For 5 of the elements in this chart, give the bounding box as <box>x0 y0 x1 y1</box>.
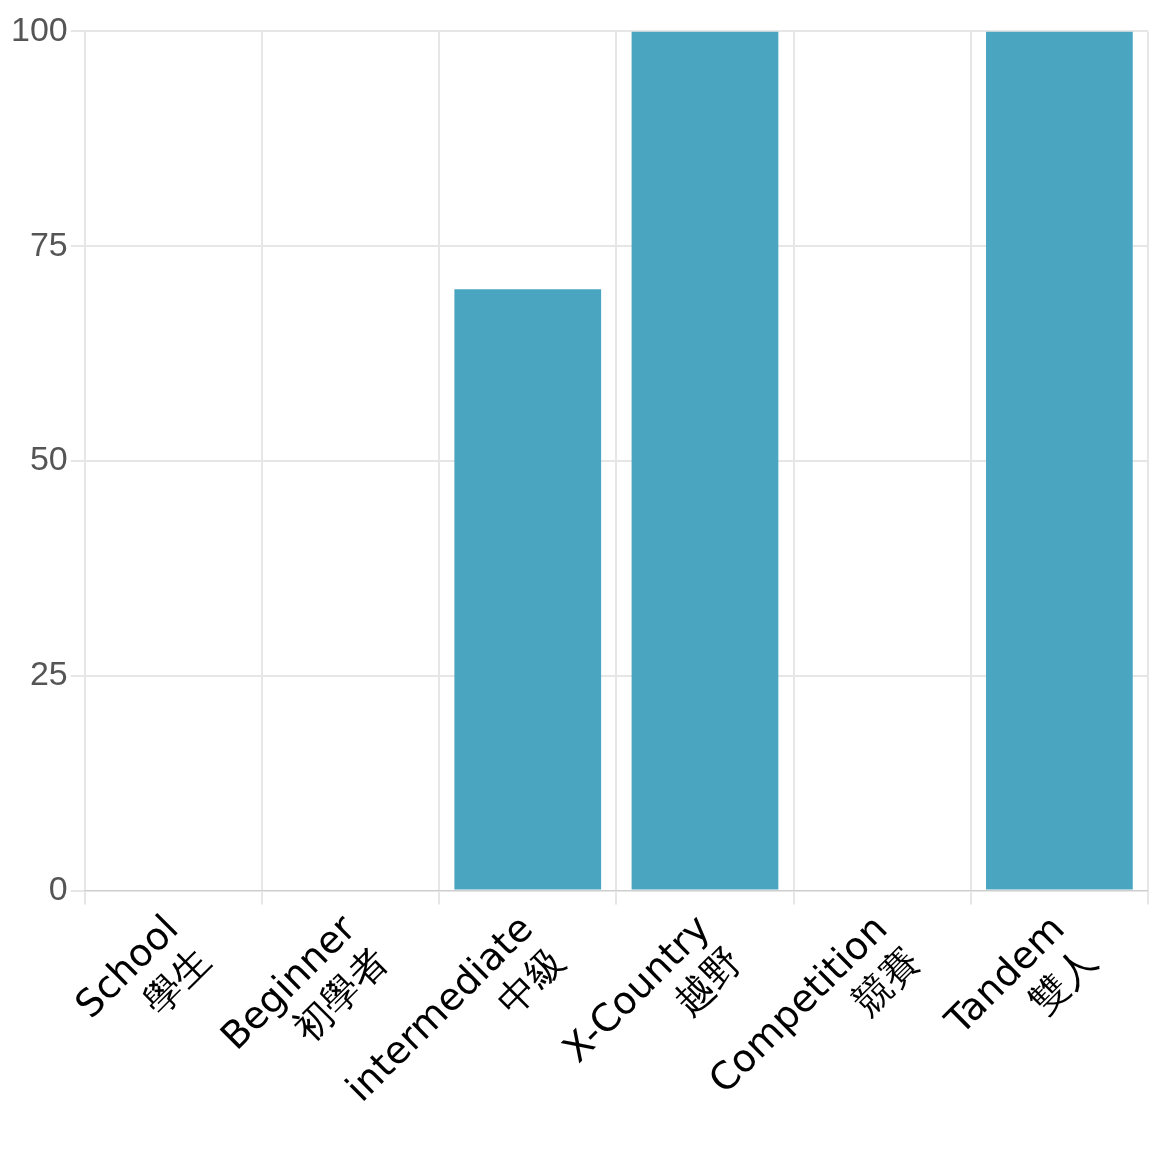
y-tick-label: 0 <box>48 868 68 907</box>
y-tick-label: 75 <box>29 224 68 263</box>
y-tick-label: 25 <box>29 654 68 693</box>
y-tick-label: 50 <box>29 439 68 478</box>
y-tick-label: 100 <box>10 9 68 48</box>
